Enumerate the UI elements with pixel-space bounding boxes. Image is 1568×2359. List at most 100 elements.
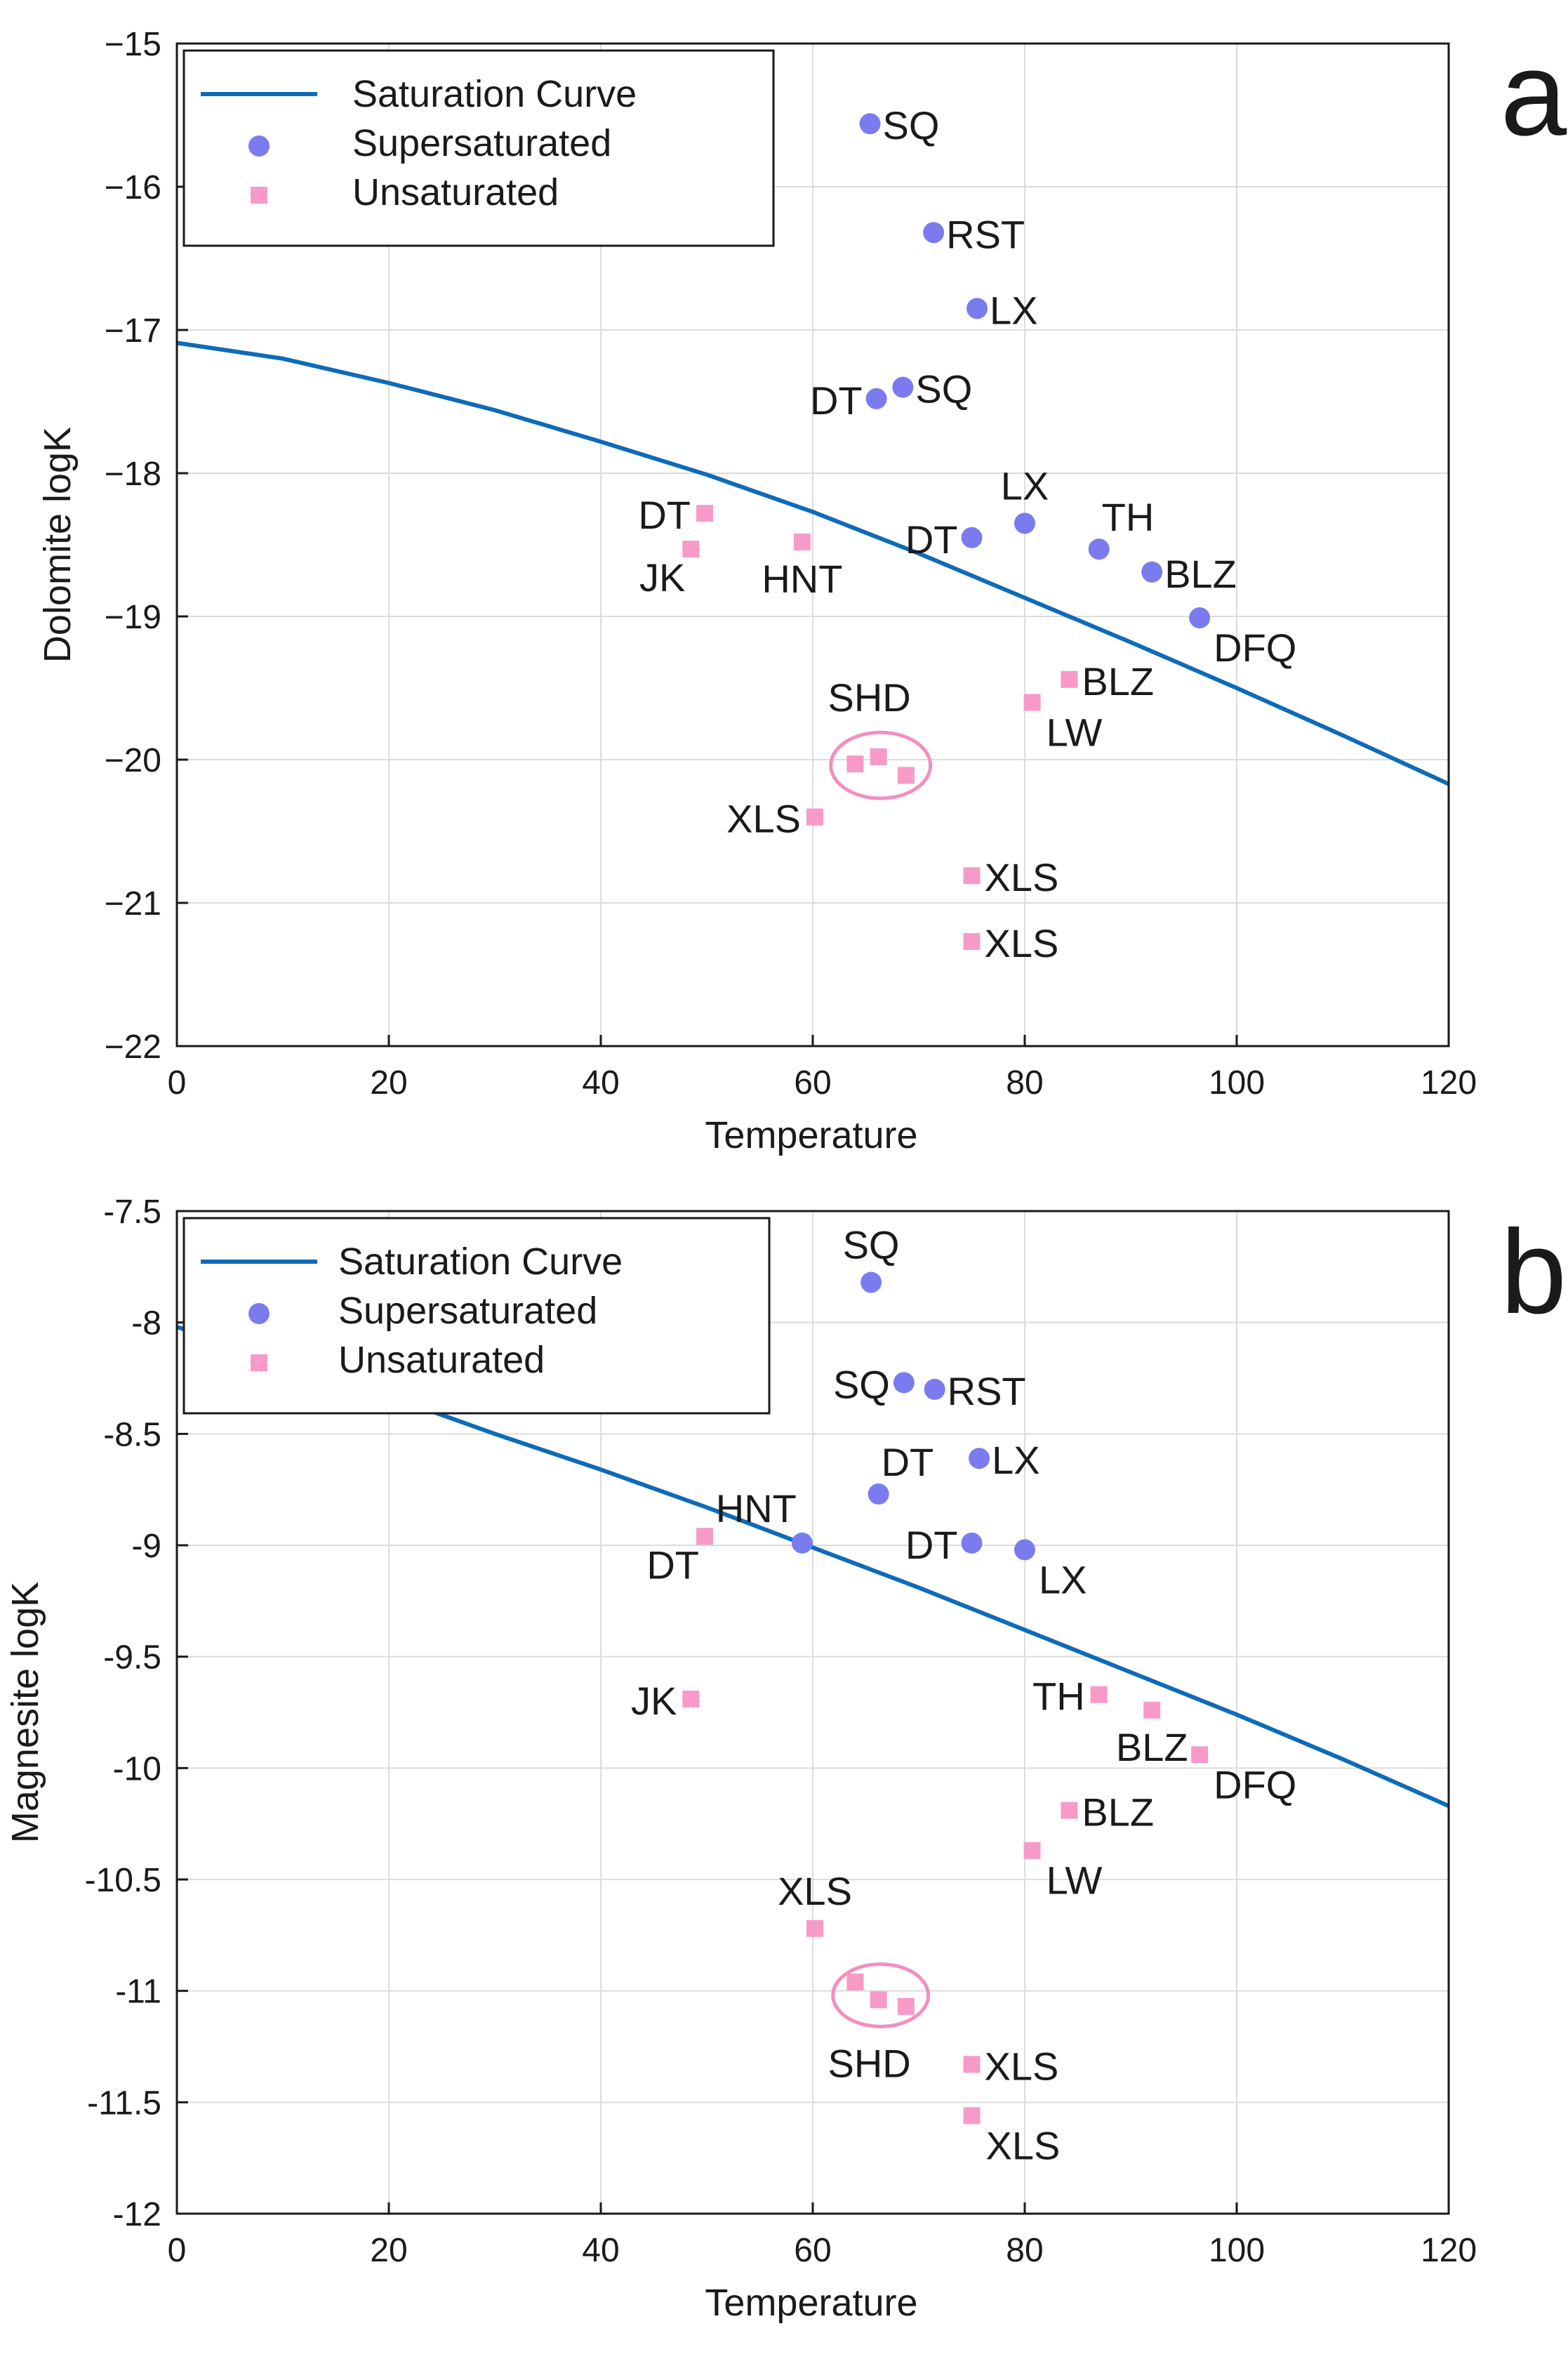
unsaturated-point [897, 767, 915, 784]
point-label: XLS [985, 921, 1059, 965]
supersaturated-point [791, 1532, 813, 1554]
legend-label: Saturation Curve [338, 1241, 623, 1283]
legend-super-swatch [248, 136, 270, 157]
supersaturated-point [1141, 561, 1163, 583]
point-label: LX [992, 1438, 1040, 1482]
point-label: RST [948, 1369, 1026, 1413]
legend-label: Supersaturated [352, 122, 611, 164]
x-tick-label: 40 [582, 2232, 619, 2269]
x-tick-label: 80 [1006, 1064, 1043, 1102]
unsaturated-point [1090, 1686, 1108, 1703]
point-label: HNT [762, 557, 842, 601]
x-tick-label: 40 [582, 1064, 619, 1102]
point-label: SQ [915, 367, 972, 411]
point-label: SQ [843, 1223, 900, 1267]
y-tick-label: −17 [105, 312, 161, 350]
point-label: BLZ [1164, 552, 1237, 596]
point-label: BLZ [1082, 1790, 1154, 1835]
x-tick-label: 80 [1006, 2232, 1043, 2269]
y-tick-label: -10.5 [85, 1862, 161, 1899]
point-label: DT [646, 1542, 699, 1587]
unsaturated-point [897, 1997, 915, 2015]
legend-label: Supersaturated [338, 1290, 597, 1332]
x-axis-label: Temperature [705, 2282, 917, 2324]
unsaturated-point [846, 1973, 864, 1990]
y-axis-label: Magnesite logK [4, 1582, 46, 1843]
y-tick-label: −22 [105, 1029, 161, 1066]
point-label: JK [631, 1679, 677, 1723]
point-label: BLZ [1116, 1725, 1188, 1769]
point-label: TH [1032, 1674, 1085, 1719]
y-axis-label: Dolomite logK [36, 427, 79, 663]
point-label: XLS [985, 2044, 1059, 2088]
y-tick-label: -11 [115, 1974, 161, 2011]
y-tick-label: -9.5 [103, 1639, 161, 1677]
x-tick-label: 20 [370, 2232, 407, 2269]
point-label: HNT [716, 1486, 797, 1531]
point-label: BLZ [1082, 659, 1154, 703]
unsaturated-point [1023, 694, 1041, 711]
supersaturated-point [1014, 1539, 1035, 1561]
ellipse-label: SHD [828, 675, 911, 720]
unsaturated-point [870, 748, 887, 765]
unsaturated-point [806, 1919, 824, 1937]
unsaturated-point [963, 867, 981, 885]
unsaturated-point [963, 933, 981, 951]
legend-unsat-swatch [251, 1354, 267, 1371]
y-tick-label: -11.5 [87, 2084, 161, 2122]
x-tick-label: 20 [370, 1064, 407, 1102]
point-label: SQ [833, 1362, 890, 1406]
legend-label: Saturation Curve [352, 73, 637, 115]
unsaturated-point [963, 2056, 981, 2073]
unsaturated-point [793, 533, 811, 550]
supersaturated-point [969, 1448, 990, 1469]
point-label: LW [1047, 1858, 1103, 1903]
y-tick-label: -9 [131, 1528, 161, 1565]
point-label: LX [990, 288, 1038, 332]
point-label: DT [905, 517, 958, 562]
y-tick-label: −18 [105, 456, 161, 493]
y-tick-label: -8 [131, 1305, 161, 1342]
y-tick-label: -12 [113, 2196, 161, 2233]
y-tick-label: −21 [105, 885, 161, 923]
point-label: DFQ [1214, 626, 1296, 670]
point-label: XLS [726, 797, 801, 841]
x-tick-label: 100 [1209, 2232, 1265, 2269]
supersaturated-point [1189, 607, 1211, 629]
y-tick-label: −19 [105, 599, 161, 636]
x-tick-label: 0 [168, 1064, 187, 1102]
legend-label: Unsaturated [338, 1339, 545, 1381]
point-label: LX [1039, 1557, 1087, 1601]
unsaturated-point [963, 2107, 981, 2125]
point-label: DT [882, 1440, 934, 1484]
x-tick-label: 60 [794, 1064, 831, 1102]
panel-label: a [1501, 27, 1567, 161]
point-label: XLS [985, 855, 1059, 899]
point-label: XLS [778, 1869, 852, 1913]
unsaturated-point [1061, 1802, 1078, 1819]
unsaturated-point [682, 1690, 700, 1707]
legend [182, 49, 775, 247]
panel-b-magnesite: SHD SQ SQ RST LX DT HNT DT LX DT JK TH BLZ DFQ BLZ LW XL… [4, 1194, 1567, 2324]
supersaturated-point [966, 298, 988, 319]
unsaturated-point [870, 1991, 887, 2009]
point-label: JK [639, 555, 685, 600]
supersaturated-point [861, 1271, 882, 1293]
x-tick-label: 120 [1421, 1064, 1477, 1102]
unsaturated-point [1143, 1701, 1161, 1719]
point-label: RST [946, 212, 1025, 256]
legend-label: Unsaturated [352, 171, 559, 213]
point-label: DT [810, 378, 863, 423]
panel-label: b [1501, 1205, 1567, 1339]
unsaturated-point [682, 541, 700, 558]
supersaturated-point [865, 388, 887, 409]
legend-unsat-swatch [251, 187, 267, 204]
supersaturated-point [923, 222, 945, 244]
x-tick-label: 0 [168, 2232, 187, 2269]
x-tick-label: 100 [1209, 1064, 1265, 1102]
saturation-curve [177, 341, 1449, 786]
shd-ellipse [831, 1962, 931, 2028]
x-tick-label: 120 [1421, 2232, 1477, 2269]
